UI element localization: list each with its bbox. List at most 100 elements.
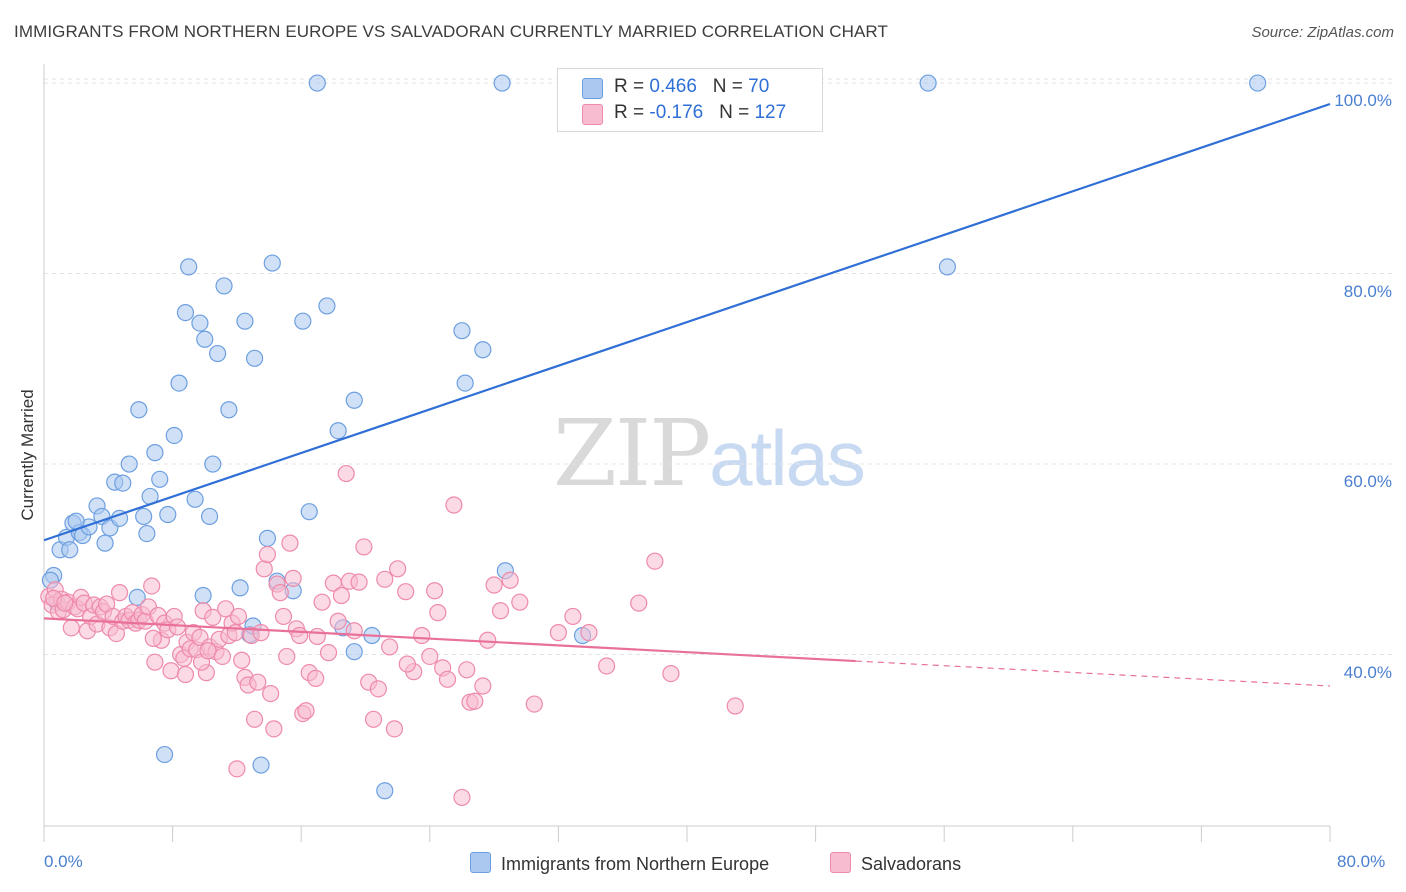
point-salvadoran — [62, 619, 80, 637]
bottom-legend-swatch-blue — [470, 852, 491, 873]
point-salvadoran — [319, 644, 338, 662]
point-northern-europe — [61, 541, 79, 559]
point-salvadoran — [308, 627, 326, 646]
point-salvadoran — [376, 570, 394, 588]
point-salvadoran — [217, 600, 235, 618]
point-salvadoran — [413, 626, 431, 645]
bottom-legend-northern-europe: Immigrants from Northern Europe — [470, 852, 769, 875]
point-salvadoran — [168, 618, 187, 636]
point-northern-europe — [128, 588, 146, 607]
point-salvadoran — [397, 583, 415, 601]
point-northern-europe — [258, 529, 277, 547]
point-salvadoran — [297, 702, 315, 720]
point-northern-europe — [318, 297, 336, 315]
point-salvadoran — [110, 584, 129, 602]
point-northern-europe — [456, 374, 474, 392]
point-salvadoran — [381, 638, 399, 656]
bottom-legend-label: Immigrants from Northern Europe — [501, 854, 770, 874]
point-northern-europe — [114, 474, 132, 492]
point-salvadoran — [580, 624, 598, 642]
point-salvadoran — [630, 594, 648, 612]
legend-r-value: 0.466 — [649, 76, 697, 97]
point-salvadoran — [726, 697, 744, 715]
point-salvadoran — [307, 669, 325, 687]
y-tick-label: 40.0% — [1343, 662, 1392, 682]
point-salvadoran — [199, 642, 217, 660]
point-salvadoran — [255, 560, 273, 578]
point-salvadoran — [204, 608, 222, 627]
point-salvadoran — [281, 534, 299, 552]
point-northern-europe — [159, 505, 177, 524]
point-salvadoran — [176, 665, 195, 684]
point-salvadoran — [564, 607, 582, 626]
point-salvadoran — [501, 571, 519, 589]
point-salvadoran — [485, 576, 503, 594]
trend-line-northern-europe — [43, 102, 1331, 542]
legend-r-label: R = — [614, 102, 650, 123]
point-northern-europe — [191, 314, 209, 332]
point-salvadoran — [458, 661, 476, 679]
point-northern-europe — [96, 534, 114, 552]
point-salvadoran — [511, 593, 529, 611]
point-northern-europe — [329, 422, 347, 440]
point-salvadoran — [453, 788, 471, 807]
point-salvadoran — [369, 680, 387, 698]
point-northern-europe — [1249, 74, 1267, 92]
point-salvadoran — [662, 664, 680, 683]
point-northern-europe — [155, 745, 174, 764]
legend-r-value: -0.176 — [649, 102, 704, 123]
point-salvadoran — [398, 655, 416, 673]
point-salvadoran — [278, 647, 296, 666]
point-northern-europe — [170, 374, 188, 392]
point-salvadoran — [445, 496, 463, 514]
point-northern-europe — [215, 277, 233, 295]
legend-n-value: 70 — [748, 76, 770, 97]
chart-title: IMMIGRANTS FROM NORTHERN EUROPE VS SALVA… — [14, 22, 888, 41]
watermark: ZIPatlas — [553, 400, 866, 507]
point-salvadoran — [228, 760, 246, 778]
point-northern-europe — [209, 344, 227, 363]
y-axis-label: Currently Married — [18, 389, 37, 521]
point-salvadoran — [144, 629, 162, 647]
point-salvadoran — [265, 720, 283, 738]
legend-r-label: R = — [614, 76, 650, 97]
point-salvadoran — [389, 560, 407, 578]
trend-line-salvadoran-extension — [855, 660, 1331, 687]
point-northern-europe — [200, 507, 219, 526]
source-label: Source: ZipAtlas.com — [1251, 24, 1394, 41]
legend-n-value: 127 — [754, 102, 787, 123]
point-salvadoran — [337, 464, 355, 483]
watermark-atlas: atlas — [709, 414, 866, 502]
point-northern-europe — [245, 349, 264, 367]
bottom-legend-salvadorans: Salvadorans — [830, 852, 961, 875]
point-salvadoran — [525, 695, 543, 713]
point-northern-europe — [151, 470, 169, 488]
point-northern-europe — [263, 254, 281, 272]
point-northern-europe — [345, 643, 363, 661]
point-salvadoran — [329, 612, 347, 630]
point-salvadoran — [274, 607, 293, 626]
point-salvadoran — [549, 624, 568, 642]
point-northern-europe — [252, 756, 270, 774]
legend-n-label: N = — [719, 102, 755, 123]
point-salvadoran — [364, 710, 383, 728]
legend-n-label: N = — [712, 76, 749, 97]
point-salvadoran — [284, 569, 302, 587]
point-salvadoran — [466, 692, 484, 710]
point-northern-europe — [146, 444, 164, 462]
point-salvadoran — [252, 624, 270, 642]
point-salvadoran — [258, 545, 277, 564]
point-northern-europe — [120, 455, 138, 473]
point-northern-europe — [180, 258, 198, 276]
point-northern-europe — [493, 74, 511, 92]
point-salvadoran — [262, 685, 280, 703]
point-northern-europe — [376, 782, 394, 800]
point-salvadoran — [162, 662, 180, 680]
point-salvadoran — [491, 602, 510, 620]
point-salvadoran — [143, 577, 161, 595]
point-salvadoran — [313, 593, 331, 611]
point-salvadoran — [355, 538, 373, 556]
point-salvadoran — [233, 651, 251, 669]
point-northern-europe — [938, 258, 957, 276]
point-salvadoran — [245, 710, 264, 728]
